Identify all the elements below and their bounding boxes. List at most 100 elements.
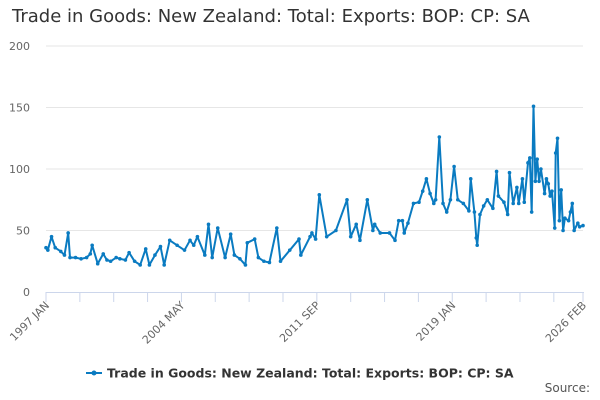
data-point bbox=[195, 234, 200, 239]
data-point bbox=[68, 255, 72, 260]
data-point bbox=[511, 201, 515, 206]
legend-item: Trade in Goods: New Zealand: Total: Expo… bbox=[107, 366, 514, 381]
data-point bbox=[123, 258, 128, 262]
data-point bbox=[372, 222, 377, 227]
data-point bbox=[478, 212, 482, 217]
data-point bbox=[88, 252, 93, 256]
data-point bbox=[396, 218, 401, 223]
data-point bbox=[535, 157, 540, 161]
data-point bbox=[182, 248, 187, 252]
data-point bbox=[474, 236, 479, 240]
data-point bbox=[118, 256, 122, 261]
data-point bbox=[132, 259, 137, 264]
data-point bbox=[515, 185, 519, 190]
data-point bbox=[485, 197, 490, 202]
data-point bbox=[481, 204, 486, 208]
data-point bbox=[406, 221, 410, 225]
data-point bbox=[577, 225, 582, 229]
data-point bbox=[299, 253, 303, 257]
data-point bbox=[243, 263, 248, 267]
x-tick-label: 2011 SEP bbox=[277, 299, 323, 345]
data-point bbox=[228, 232, 233, 236]
data-point bbox=[188, 238, 192, 243]
data-point bbox=[310, 231, 314, 235]
y-tick-label: 150 bbox=[9, 102, 30, 115]
data-point bbox=[358, 238, 362, 243]
data-point bbox=[563, 216, 567, 220]
data-point bbox=[206, 222, 211, 227]
data-point bbox=[424, 177, 429, 181]
data-point bbox=[516, 201, 521, 206]
data-point bbox=[411, 201, 416, 206]
data-point bbox=[448, 197, 453, 202]
data-point bbox=[475, 243, 479, 248]
y-tick-label: 100 bbox=[9, 163, 30, 176]
data-point bbox=[502, 200, 506, 205]
y-tick-label: 200 bbox=[9, 40, 30, 53]
data-point bbox=[557, 218, 562, 223]
data-point bbox=[468, 177, 473, 181]
data-point bbox=[452, 164, 456, 169]
data-point bbox=[84, 255, 89, 260]
data-point bbox=[158, 244, 163, 249]
data-point bbox=[287, 248, 292, 252]
data-point bbox=[444, 210, 449, 214]
data-point bbox=[378, 231, 383, 235]
data-point bbox=[433, 197, 438, 202]
data-point bbox=[431, 201, 436, 206]
data-point bbox=[308, 234, 312, 239]
x-tick-label: 2019 JAN bbox=[414, 299, 459, 344]
data-point bbox=[559, 188, 564, 192]
data-point bbox=[105, 258, 109, 262]
data-point bbox=[531, 104, 536, 109]
data-point bbox=[420, 189, 425, 193]
data-point bbox=[297, 237, 301, 241]
data-point bbox=[553, 151, 558, 155]
data-point bbox=[371, 228, 375, 233]
data-point bbox=[568, 210, 573, 214]
data-point bbox=[581, 223, 585, 228]
data-point bbox=[542, 191, 547, 196]
data-point bbox=[461, 201, 466, 206]
data-point bbox=[223, 255, 227, 260]
data-point bbox=[393, 238, 397, 243]
data-point bbox=[505, 212, 510, 217]
data-point bbox=[550, 189, 554, 193]
data-point bbox=[203, 253, 207, 257]
data-point bbox=[101, 252, 106, 256]
data-point bbox=[90, 243, 94, 248]
data-point bbox=[317, 193, 322, 197]
data-point bbox=[441, 201, 445, 206]
data-point bbox=[526, 161, 530, 165]
data-point bbox=[552, 226, 557, 230]
data-point bbox=[566, 218, 571, 223]
data-point bbox=[548, 194, 552, 198]
data-point bbox=[215, 226, 220, 230]
data-point bbox=[66, 231, 70, 235]
data-point bbox=[127, 250, 131, 255]
data-point bbox=[232, 253, 237, 257]
data-point bbox=[49, 234, 54, 239]
data-point bbox=[143, 247, 148, 251]
data-point bbox=[428, 191, 432, 196]
data-point bbox=[275, 226, 279, 230]
data-point bbox=[313, 237, 318, 241]
data-point bbox=[417, 200, 421, 205]
data-point bbox=[108, 259, 113, 264]
data-point bbox=[467, 209, 471, 213]
data-point bbox=[46, 248, 50, 252]
data-point bbox=[491, 206, 495, 211]
x-tick-label: 1997 JAN bbox=[7, 299, 52, 344]
data-point bbox=[400, 218, 405, 223]
data-point bbox=[153, 253, 157, 257]
data-point bbox=[539, 167, 543, 171]
data-point bbox=[238, 256, 242, 261]
data-point bbox=[262, 259, 266, 264]
data-point bbox=[62, 253, 67, 257]
x-tick-label: 2026 FEB bbox=[543, 299, 589, 345]
data-point bbox=[387, 231, 392, 235]
data-point bbox=[252, 237, 257, 241]
x-tick-label: 2004 MAY bbox=[140, 299, 188, 347]
data-point bbox=[53, 245, 58, 250]
